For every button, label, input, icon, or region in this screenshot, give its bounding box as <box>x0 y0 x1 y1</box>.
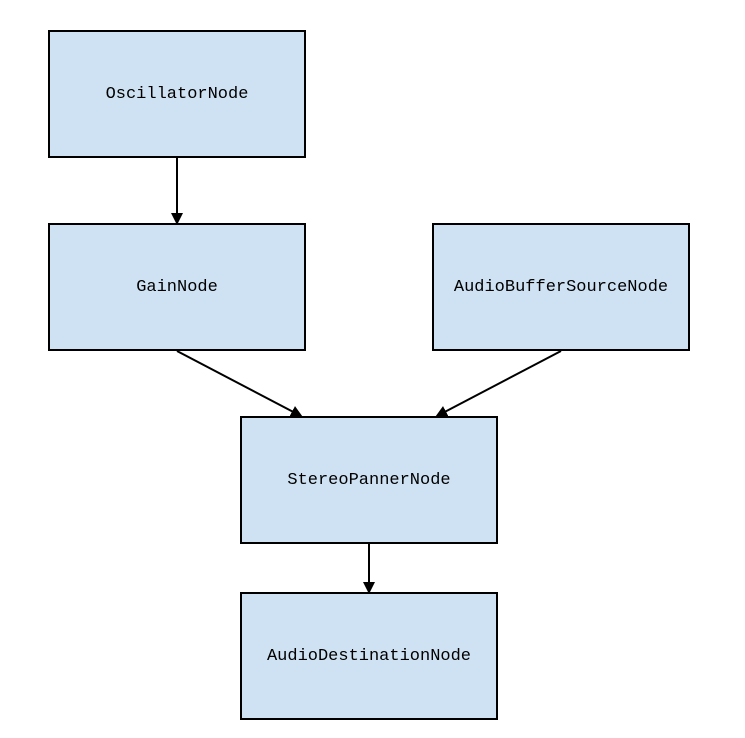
node-gain: GainNode <box>48 223 306 351</box>
node-buffer: AudioBufferSourceNode <box>432 223 690 351</box>
node-oscillator: OscillatorNode <box>48 30 306 158</box>
edge-buffer-to-panner <box>437 351 561 416</box>
node-destination: AudioDestinationNode <box>240 592 498 720</box>
node-panner: StereoPannerNode <box>240 416 498 544</box>
edge-gain-to-panner <box>177 351 301 416</box>
